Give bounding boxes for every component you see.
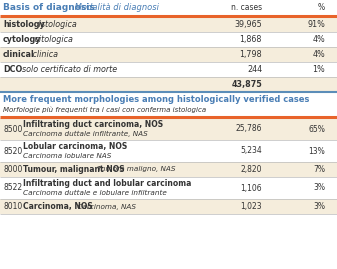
Text: 3%: 3%	[313, 202, 325, 211]
Text: Carcinoma, NAS: Carcinoma, NAS	[75, 204, 136, 210]
Text: Modalità di diagnosi: Modalità di diagnosi	[72, 3, 159, 12]
Text: Tumore maligno, NAS: Tumore maligno, NAS	[95, 167, 176, 172]
Text: %: %	[318, 3, 325, 12]
Text: Lobular carcinoma, NOS: Lobular carcinoma, NOS	[23, 142, 127, 151]
Text: solo certificato di morte: solo certificato di morte	[17, 65, 117, 74]
Bar	[0, 177, 337, 199]
Text: DCO: DCO	[3, 65, 22, 74]
Text: clinical: clinical	[3, 50, 35, 59]
Text: cytology: cytology	[3, 35, 41, 44]
Text: Carcinoma lobulare NAS: Carcinoma lobulare NAS	[23, 153, 111, 159]
Text: 43,875: 43,875	[231, 80, 262, 89]
Text: Istologica: Istologica	[36, 20, 77, 29]
Text: Infiltrating duct carcinoma, NOS: Infiltrating duct carcinoma, NOS	[23, 120, 163, 129]
Bar	[0, 47, 337, 62]
Text: 8520: 8520	[3, 147, 22, 155]
Bar	[0, 77, 337, 92]
Text: Tumour, malignant NOS: Tumour, malignant NOS	[23, 165, 125, 174]
Bar	[0, 93, 337, 117]
Text: Carcinoma duttale infiltrante, NAS: Carcinoma duttale infiltrante, NAS	[23, 131, 148, 137]
Bar	[0, 0, 337, 16]
Text: Basis of diagnosis: Basis of diagnosis	[3, 3, 95, 12]
Text: 25,786: 25,786	[236, 125, 262, 133]
Text: 2,820: 2,820	[241, 165, 262, 174]
Text: More frequent morphologies among histologically verified cases: More frequent morphologies among histolo…	[3, 94, 309, 104]
Text: 244: 244	[247, 65, 262, 74]
Text: 1%: 1%	[312, 65, 325, 74]
Text: n. cases: n. cases	[231, 3, 262, 12]
Text: 1,798: 1,798	[239, 50, 262, 59]
Text: 7%: 7%	[313, 165, 325, 174]
Text: clinica: clinica	[30, 50, 58, 59]
Text: Carcinoma duttale e lobulare infiltrante: Carcinoma duttale e lobulare infiltrante	[23, 190, 167, 196]
Bar	[0, 32, 337, 47]
Bar	[0, 162, 337, 177]
Text: Carcinoma, NOS: Carcinoma, NOS	[23, 202, 93, 211]
Text: 1,023: 1,023	[240, 202, 262, 211]
Bar	[0, 118, 337, 140]
Text: 8522: 8522	[3, 183, 22, 193]
Bar	[0, 140, 337, 162]
Text: 8500: 8500	[3, 125, 22, 133]
Bar	[0, 199, 337, 214]
Text: 91%: 91%	[307, 20, 325, 29]
Bar	[0, 62, 337, 77]
Text: citologica: citologica	[32, 35, 73, 44]
Text: 3%: 3%	[313, 183, 325, 193]
Text: 1,106: 1,106	[240, 183, 262, 193]
Text: 4%: 4%	[312, 50, 325, 59]
Text: 8010: 8010	[3, 202, 22, 211]
Text: Infiltrating duct and lobular carcinoma: Infiltrating duct and lobular carcinoma	[23, 179, 191, 188]
Text: 65%: 65%	[308, 125, 325, 133]
Text: histology: histology	[3, 20, 45, 29]
Text: 1,868: 1,868	[240, 35, 262, 44]
Text: 8000: 8000	[3, 165, 22, 174]
Text: Morfologie più frequenti tra i casi con conferma istologica: Morfologie più frequenti tra i casi con …	[3, 107, 206, 113]
Text: 39,965: 39,965	[234, 20, 262, 29]
Text: 5,234: 5,234	[240, 147, 262, 155]
Text: 4%: 4%	[312, 35, 325, 44]
Bar	[0, 17, 337, 32]
Text: 13%: 13%	[308, 147, 325, 155]
